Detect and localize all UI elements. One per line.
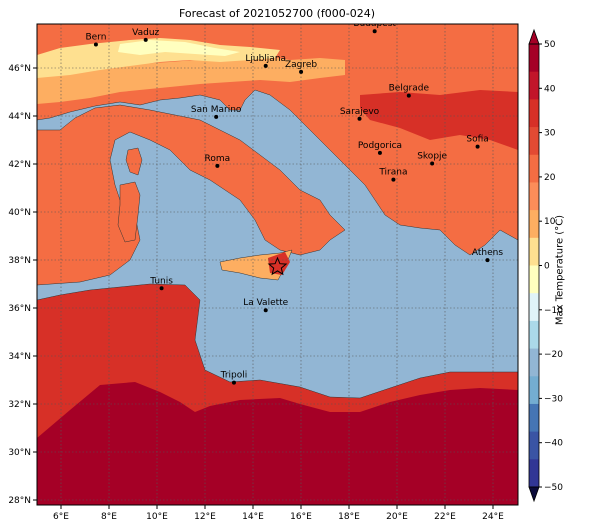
colorbar-tick-label: 0 [544,262,550,272]
y-tick-label: 42°N [8,160,31,170]
x-axis-ticks: 6°E 8°E 10°E 12°E 14°E 16°E 18°E 20°E 22°E 24°E [53,505,504,522]
city-dot[interactable] [263,63,268,68]
y-tick-label: 38°N [8,256,31,266]
colorbar-tick-label: −30 [544,394,563,404]
colorbar-tick-label: −50 [544,483,563,493]
colorbar-segment [529,348,539,377]
city-dot[interactable] [372,29,377,34]
colorbar-segment [529,99,539,128]
colorbar-segment [529,431,539,460]
x-tick-label: 10°E [146,512,168,522]
city-dot[interactable] [430,161,435,166]
colorbar-segment [529,127,539,156]
y-tick-label: 36°N [8,304,31,314]
city-label: Sofia [466,135,488,145]
balkans-hot-region [360,90,518,150]
city-dot[interactable] [299,69,304,74]
city-label: Vaduz [132,28,159,38]
city-dot[interactable] [263,308,268,313]
city-dot[interactable] [377,150,382,155]
colorbar-tick-label: 40 [544,84,556,94]
colorbar-segment [529,320,539,350]
city-dot[interactable] [485,258,490,263]
colorbar-max-extend [528,28,540,45]
city-label: Athens [472,248,503,258]
x-tick-label: 14°E [242,512,264,522]
x-tick-label: 6°E [53,512,69,522]
x-tick-label: 16°E [290,512,312,522]
colorbar-segment [529,44,539,73]
colorbar-tick-label: 30 [544,129,556,139]
colorbar-label: Max Temperature (°C) [554,214,566,326]
y-axis-ticks: 46°N 44°N 42°N 40°N 38°N 36°N 34°N 32°N 30°N 28°N [8,64,37,506]
city-label: Tirana [378,168,407,178]
colorbar-tick-label: 50 [544,40,556,50]
x-tick-label: 20°E [386,512,408,522]
y-tick-label: 32°N [8,400,31,410]
colorbar-segment [529,403,539,433]
colorbar-segment [529,71,539,100]
city-label: Belgrade [389,84,430,94]
star-icon[interactable] [267,256,288,276]
y-tick-label: 46°N [8,64,31,74]
city-label: Skopje [417,151,447,161]
city-dot[interactable] [391,177,396,182]
x-tick-label: 8°E [101,512,117,522]
city-dot[interactable] [159,286,164,291]
x-tick-label: 18°E [338,512,360,522]
city-label: Sarajevo [340,107,380,117]
city-dot[interactable] [93,42,98,47]
city-dot[interactable] [143,37,148,42]
city-dot[interactable] [357,116,362,121]
corsica [125,147,143,176]
forecast-location-marker [267,256,288,276]
city-label: Ljubljana [245,54,286,64]
y-tick-label: 30°N [8,448,31,458]
colorbar-segment [529,182,539,211]
x-tick-label: 24°E [482,512,504,522]
colorbar-tick-label: −20 [544,350,563,360]
x-tick-label: 22°E [434,512,456,522]
y-tick-label: 34°N [8,352,31,362]
city-label: Bern [85,32,106,42]
y-tick-label: 44°N [8,112,31,122]
colorbar-tick-label: −10 [544,306,563,316]
alps-cold-region [118,40,240,56]
city-label: San Marino [191,105,242,115]
colorbar-tick-label: 20 [544,173,556,183]
colorbar-min-extend [528,486,540,503]
y-tick-label: 40°N [8,208,31,218]
colorbar-tick-label: 10 [544,217,556,227]
colorbar-segment [529,154,539,183]
mediterranean-sea [37,89,518,399]
map-frame [36,23,519,506]
colorbar-segment [529,265,539,294]
colorbar-segment [529,293,539,322]
colorbar-segment [529,459,539,488]
city-label: Roma [205,154,231,164]
city-dot[interactable] [215,163,220,168]
city-dot[interactable] [406,93,411,98]
city-label: Zagreb [285,60,317,70]
y-tick-label: 28°N [8,496,31,506]
city-label: Podgorica [358,141,402,151]
city-dot[interactable] [214,114,219,119]
colorbar-segment [529,376,539,405]
city-label: Tripoli [220,371,248,381]
city-label: Budapest [353,19,396,29]
colorbar-segment [529,237,539,266]
colorbar-segment [529,210,539,239]
city-label: La Valette [243,298,288,308]
city-dot[interactable] [475,144,480,149]
x-tick-label: 12°E [194,512,216,522]
city-label: Tunis [149,276,173,286]
colorbar: 50 40 30 20 10 0 −10 −20 −30 −40 −50 [528,28,563,503]
city-dot[interactable] [231,380,236,385]
colorbar-tick-label: −40 [544,439,563,449]
map-title: Forecast of 2021052700 (f000-024) [178,7,376,20]
